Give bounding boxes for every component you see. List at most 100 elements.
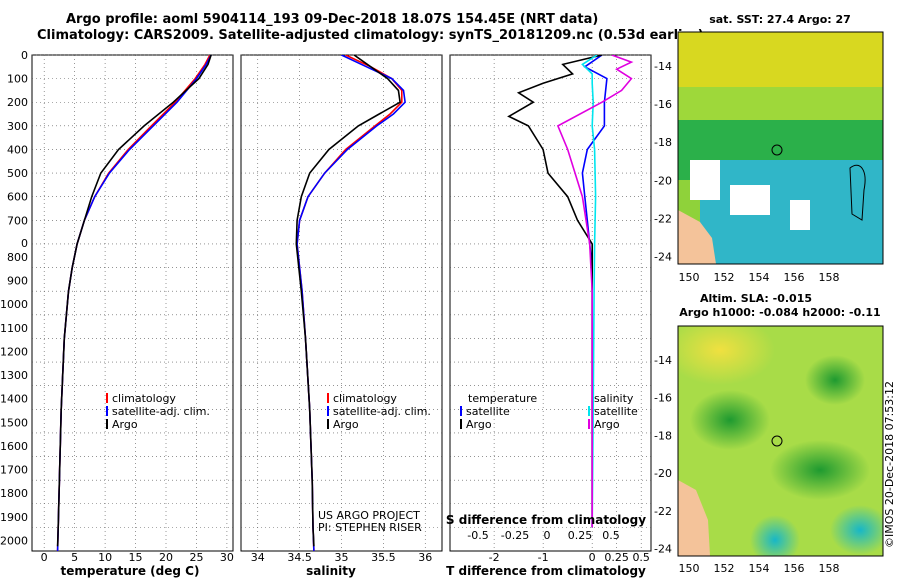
- salinity-panel: 34 34.5 35 35.5 36 climatologysatellite-adj.…: [240, 54, 443, 578]
- x-tick-label: 10: [98, 551, 112, 564]
- pressure-tick-label: 0: [21, 237, 28, 250]
- pressure-tick-label: 1500: [0, 416, 28, 429]
- x-tick-label: 35.5: [371, 551, 396, 564]
- sst-warm-band: [678, 32, 883, 87]
- temperature-axis-label: temperature (deg C): [61, 564, 200, 578]
- lat-label: -14: [654, 60, 672, 73]
- x-tick-label: 0.25: [604, 551, 629, 564]
- lon-label: 158: [819, 271, 840, 284]
- pi-label: PI: STEPHEN RISER: [318, 521, 422, 534]
- pressure-tick-label: 1900: [0, 511, 28, 524]
- pressure-tick-label: 1700: [0, 464, 28, 477]
- sst-map-title: sat. SST: 27.4 Argo: 27: [709, 13, 851, 26]
- temperature-series: [56, 55, 212, 551]
- sla-map-axis-labels: -14 -16 -18 -20 -22 -24 150 152 154 156 158: [654, 354, 839, 575]
- credit-label: ©IMOS 20-Dec-2018 07:53:12: [883, 381, 896, 548]
- x-tick-label: -2: [489, 551, 500, 564]
- lon-label: 158: [819, 562, 840, 575]
- difference-frame: [449, 54, 652, 552]
- difference-series: [507, 55, 634, 528]
- s-tick-label: -0.5: [467, 529, 488, 542]
- x-tick-label: 34: [251, 551, 265, 564]
- lon-label: 150: [679, 271, 700, 284]
- sst-map-frame: [677, 31, 884, 265]
- pressure-tick-label: 0: [21, 49, 28, 62]
- legend-label: Argo: [594, 418, 620, 431]
- legend-title-salinity: salinity: [594, 392, 634, 405]
- pressure-tick-labels: 0100200300400500600700080090010001100120…: [0, 49, 28, 547]
- lat-label: -22: [654, 505, 672, 518]
- reef-outline-top: [849, 164, 866, 221]
- pressure-tick-label: 900: [7, 275, 28, 288]
- title-line-2: Climatology: CARS2009. Satellite-adjuste…: [37, 28, 704, 43]
- lon-label: 154: [749, 271, 770, 284]
- pressure-tick-label: 1600: [0, 440, 28, 453]
- legend-label: satellite: [466, 405, 510, 418]
- legend-label: climatology: [333, 392, 397, 405]
- argo-location-marker-top: [771, 144, 783, 156]
- difference-panel: -2 -1 0 0.25 0.5 -0.5 -0.25 0 0.25 0.5 temperatu…: [446, 54, 652, 578]
- legend-label: satellite: [594, 405, 638, 418]
- x-tick-label: 5: [71, 551, 78, 564]
- t-difference-axis-label: T difference from climatology: [446, 564, 646, 578]
- difference-legend: temperature salinitysatelliteArgosatellit…: [460, 392, 638, 431]
- pressure-tick-label: 1400: [0, 393, 28, 406]
- x-tick-label: 35: [335, 551, 349, 564]
- lat-label: -24: [654, 543, 672, 556]
- lon-label: 152: [714, 562, 735, 575]
- title-line-1: Argo profile: aoml 5904114_193 09-Dec-20…: [66, 12, 599, 27]
- argo-location-marker-bottom: [771, 435, 783, 447]
- x-tick-label: 34.5: [287, 551, 312, 564]
- sst-map: [677, 31, 884, 265]
- sla-blob-4: [770, 440, 870, 500]
- lat-label: -24: [654, 251, 672, 264]
- sst-map-axis-labels: -14 -16 -18 -20 -22 -24 150 152 154 156 158: [654, 60, 839, 284]
- series-s-satellite: [581, 55, 598, 528]
- sla-blob-5: [750, 515, 800, 556]
- sla-map-frame: [677, 325, 884, 557]
- series-s-argo: [556, 55, 634, 528]
- salinity-axis-label: salinity: [306, 564, 356, 578]
- legend-label: climatology: [112, 392, 176, 405]
- legend-label: Argo: [112, 418, 138, 431]
- lat-label: -20: [654, 174, 672, 187]
- x-tick-label: -1: [538, 551, 549, 564]
- salinity-series: [295, 55, 406, 551]
- pressure-tick-label: 200: [7, 96, 28, 109]
- salinity-tick-labels: 34 34.5 35 35.5 36: [251, 551, 433, 564]
- lat-label: -18: [654, 136, 672, 149]
- series-argo: [56, 55, 212, 547]
- legend-label: satellite-adj. clim.: [112, 405, 210, 418]
- pressure-tick-label: 100: [7, 73, 28, 86]
- lat-label: -22: [654, 212, 672, 225]
- pressure-tick-label: 700: [7, 214, 28, 227]
- s-tick-label: 0.25: [568, 529, 593, 542]
- series-argo: [295, 55, 401, 547]
- pressure-tick-label: 1200: [0, 345, 28, 358]
- pressure-tick-label: 2000: [0, 534, 28, 547]
- project-label: US ARGO PROJECT: [318, 509, 420, 522]
- s-difference-tick-labels: -0.5 -0.25 0 0.25 0.5: [467, 529, 619, 542]
- lon-label: 156: [784, 271, 805, 284]
- pressure-tick-label: 1100: [0, 322, 28, 335]
- land-mass-top: [678, 210, 716, 264]
- pressure-tick-label: 1800: [0, 487, 28, 500]
- x-tick-label: 15: [129, 551, 143, 564]
- sla-map: [677, 325, 884, 557]
- sla-blob-6: [830, 505, 883, 555]
- lat-label: -16: [654, 98, 672, 111]
- pressure-tick-label: 400: [7, 143, 28, 156]
- sla-blob-1: [678, 326, 775, 385]
- x-tick-label: 0.5: [632, 551, 650, 564]
- difference-tick-labels: -2 -1 0 0.25 0.5: [489, 551, 650, 564]
- x-tick-label: 30: [220, 551, 234, 564]
- pressure-tick-label: 800: [7, 251, 28, 264]
- pressure-tick-label: 1000: [0, 298, 28, 311]
- legend-label: Argo: [466, 418, 492, 431]
- sla-map-title-2: Argo h1000: -0.084 h2000: -0.11: [679, 306, 880, 319]
- temperature-frame: [31, 54, 234, 552]
- pressure-tick-label: 500: [7, 167, 28, 180]
